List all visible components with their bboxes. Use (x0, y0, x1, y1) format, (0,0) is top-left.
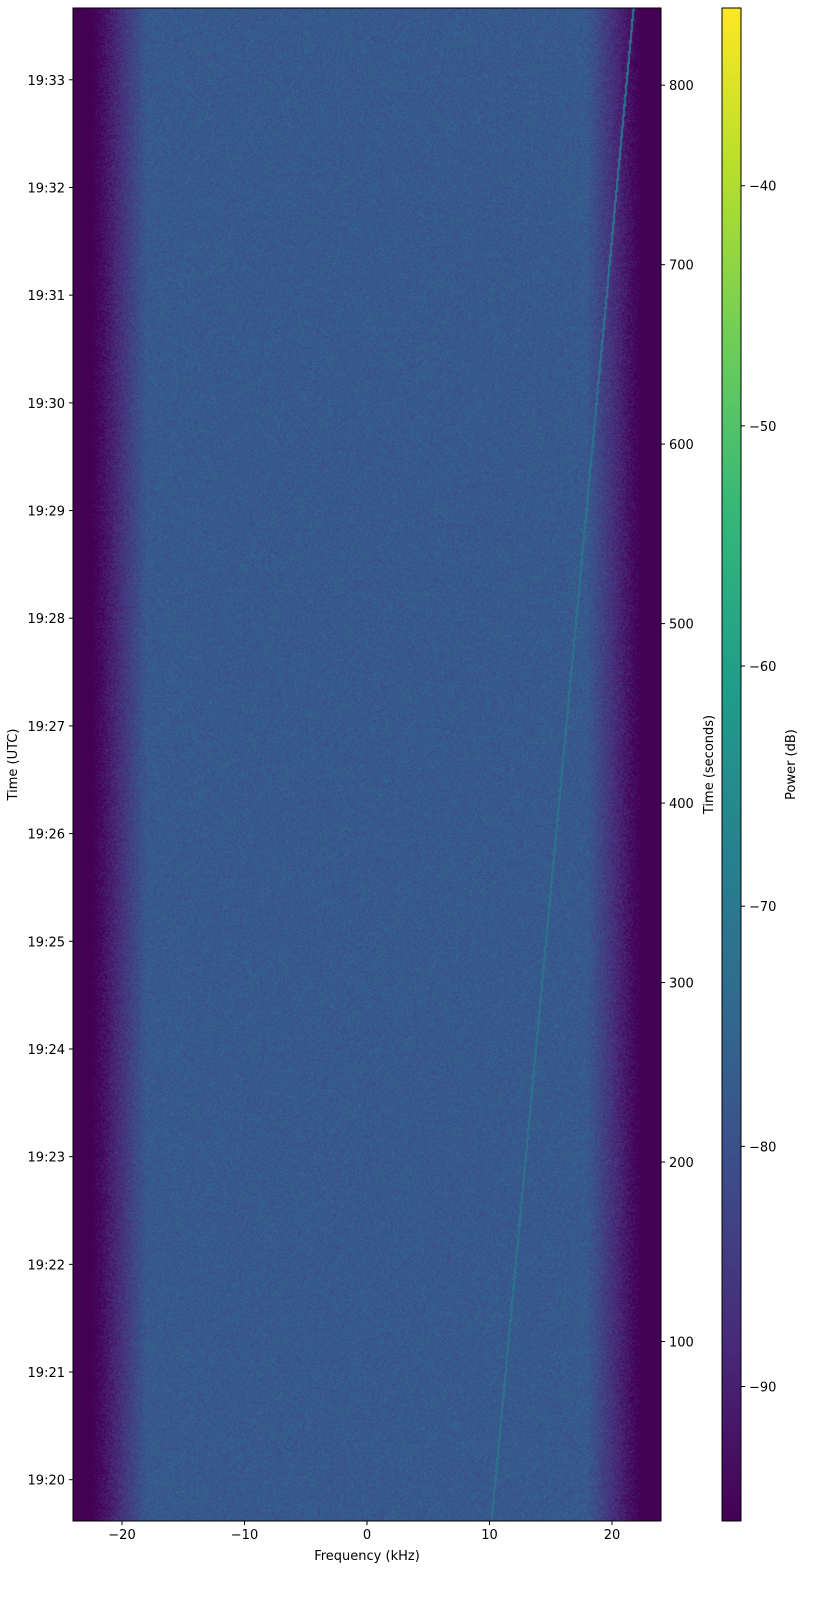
x-tick-label: 0 (363, 1528, 371, 1543)
y-left-tick-label: 19:29 (28, 505, 65, 520)
y-right-tick-label: 400 (669, 797, 694, 812)
axes-overlay: Frequency (kHz) Time (UTC) Time (seconds… (0, 0, 832, 1603)
y-left-tick-label: 19:28 (28, 612, 65, 627)
y-right-tick-label: 800 (669, 79, 694, 94)
colorbar-tick-label: −50 (749, 420, 776, 435)
x-tick-label: 10 (481, 1528, 498, 1543)
x-tick-label: −20 (108, 1528, 135, 1543)
y-left-tick-label: 19:20 (28, 1474, 65, 1489)
y-right-axis-label: Time (seconds) (702, 715, 717, 815)
spectrogram-figure: Frequency (kHz) Time (UTC) Time (seconds… (0, 0, 832, 1603)
colorbar-tick-label: −60 (749, 660, 776, 675)
y-left-tick-label: 19:23 (28, 1151, 65, 1166)
colorbar-tick-label: −80 (749, 1140, 776, 1155)
y-left-tick-label: 19:33 (28, 74, 65, 89)
x-tick-label: 20 (604, 1528, 621, 1543)
colorbar-tick-label: −90 (749, 1381, 776, 1396)
y-left-tick-label: 19:30 (28, 397, 65, 412)
y-right-tick-label: 200 (669, 1156, 694, 1171)
y-right-tick-label: 100 (669, 1336, 694, 1351)
y-right-tick-label: 500 (669, 618, 694, 633)
plot-frame (73, 8, 661, 1521)
y-left-axis-label: Time (UTC) (6, 729, 21, 802)
y-left-tick-label: 19:22 (28, 1258, 65, 1273)
y-left-tick-label: 19:21 (28, 1366, 65, 1381)
y-left-tick-label: 19:31 (28, 289, 65, 304)
y-left-tick-label: 19:25 (28, 935, 65, 950)
y-right-tick-label: 600 (669, 438, 694, 453)
y-left-tick-label: 19:26 (28, 828, 65, 843)
colorbar-tick-label: −70 (749, 900, 776, 915)
colorbar-frame (722, 8, 741, 1521)
x-tick-label: −10 (231, 1528, 258, 1543)
y-left-tick-label: 19:27 (28, 720, 65, 735)
y-left-tick-label: 19:32 (28, 181, 65, 196)
y-left-tick-label: 19:24 (28, 1043, 65, 1058)
x-axis-label: Frequency (kHz) (314, 1549, 420, 1564)
y-right-tick-label: 700 (669, 259, 694, 274)
y-right-tick-label: 300 (669, 977, 694, 992)
colorbar-label: Power (dB) (784, 729, 799, 800)
colorbar-tick-label: −40 (749, 180, 776, 195)
